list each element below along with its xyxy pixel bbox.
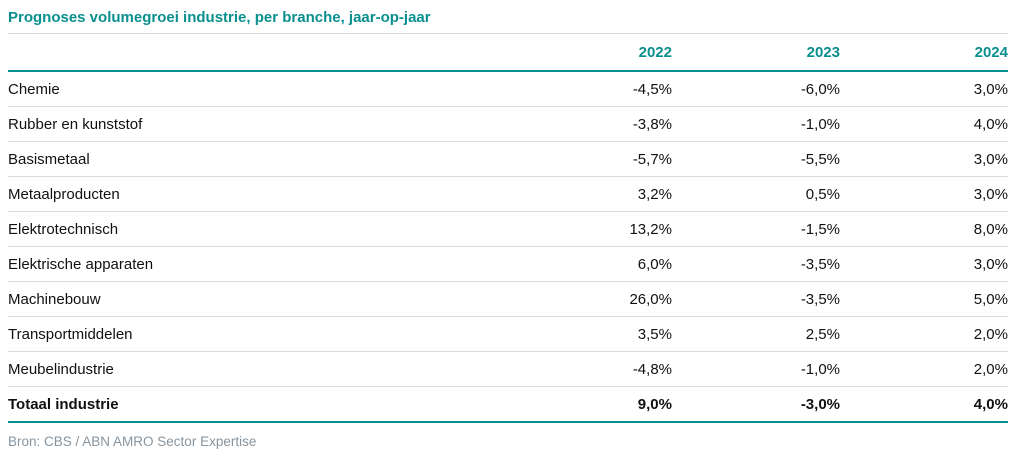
table-body: Chemie -4,5% -6,0% 3,0% Rubber en kunststof -… [8, 71, 1008, 423]
row-value: -3,5% [672, 246, 840, 282]
table-row: Basismetaal -5,7% -5,5% 3,0% [8, 141, 1008, 177]
row-value: 4,0% [840, 106, 1008, 142]
row-label: Meubelindustrie [8, 351, 504, 387]
year-column-header-2024: 2024 [840, 34, 1008, 72]
row-value: 13,2% [504, 211, 672, 247]
table-row: Meubelindustrie -4,8% -1,0% 2,0% [8, 351, 1008, 387]
row-value: 5,0% [840, 281, 1008, 317]
branch-column-header [8, 34, 504, 72]
source-note: Bron: CBS / ABN AMRO Sector Expertise [8, 434, 257, 449]
row-value: 9,0% [504, 386, 672, 423]
row-value: 26,0% [504, 281, 672, 317]
row-label: Chemie [8, 71, 504, 107]
row-value: -3,0% [672, 386, 840, 423]
year-column-header-2022: 2022 [504, 34, 672, 72]
row-value: -3,5% [672, 281, 840, 317]
row-value: 3,2% [504, 176, 672, 212]
row-value: 3,0% [840, 176, 1008, 212]
row-value: -4,5% [504, 71, 672, 107]
year-column-header-2023: 2023 [672, 34, 840, 72]
row-label: Rubber en kunststof [8, 106, 504, 142]
row-value: 3,0% [840, 71, 1008, 107]
row-value: 2,0% [840, 351, 1008, 387]
table-row: Rubber en kunststof -3,8% -1,0% 4,0% [8, 106, 1008, 142]
table-row: Elektrische apparaten 6,0% -3,5% 3,0% [8, 246, 1008, 282]
forecast-table: 2022 2023 2024 Chemie -4,5% -6,0% 3,0% Rubbe… [8, 34, 1008, 423]
row-value: 3,5% [504, 316, 672, 352]
row-label: Elektrotechnisch [8, 211, 504, 247]
row-value: 2,5% [672, 316, 840, 352]
table-row: Elektrotechnisch 13,2% -1,5% 8,0% [8, 211, 1008, 247]
row-label: Totaal industrie [8, 386, 504, 423]
row-value: -3,8% [504, 106, 672, 142]
row-value: 0,5% [672, 176, 840, 212]
row-value: -1,0% [672, 106, 840, 142]
row-value: 8,0% [840, 211, 1008, 247]
row-value: -6,0% [672, 71, 840, 107]
row-label: Transportmiddelen [8, 316, 504, 352]
row-value: 6,0% [504, 246, 672, 282]
row-value: -1,5% [672, 211, 840, 247]
table-row: Chemie -4,5% -6,0% 3,0% [8, 71, 1008, 107]
row-label: Basismetaal [8, 141, 504, 177]
row-label: Metaalproducten [8, 176, 504, 212]
row-label: Machinebouw [8, 281, 504, 317]
table-row: Totaal industrie 9,0% -3,0% 4,0% [8, 386, 1008, 423]
table-row: Transportmiddelen 3,5% 2,5% 2,0% [8, 316, 1008, 352]
row-value: 3,0% [840, 141, 1008, 177]
table-header-row: 2022 2023 2024 [8, 34, 1008, 72]
row-label: Elektrische apparaten [8, 246, 504, 282]
row-value: -5,5% [672, 141, 840, 177]
page-title: Prognoses volumegroei industrie, per bra… [8, 0, 1008, 34]
row-value: -4,8% [504, 351, 672, 387]
row-value: 4,0% [840, 386, 1008, 423]
table-row: Machinebouw 26,0% -3,5% 5,0% [8, 281, 1008, 317]
row-value: -5,7% [504, 141, 672, 177]
table-row: Metaalproducten 3,2% 0,5% 3,0% [8, 176, 1008, 212]
row-value: 3,0% [840, 246, 1008, 282]
row-value: -1,0% [672, 351, 840, 387]
row-value: 2,0% [840, 316, 1008, 352]
